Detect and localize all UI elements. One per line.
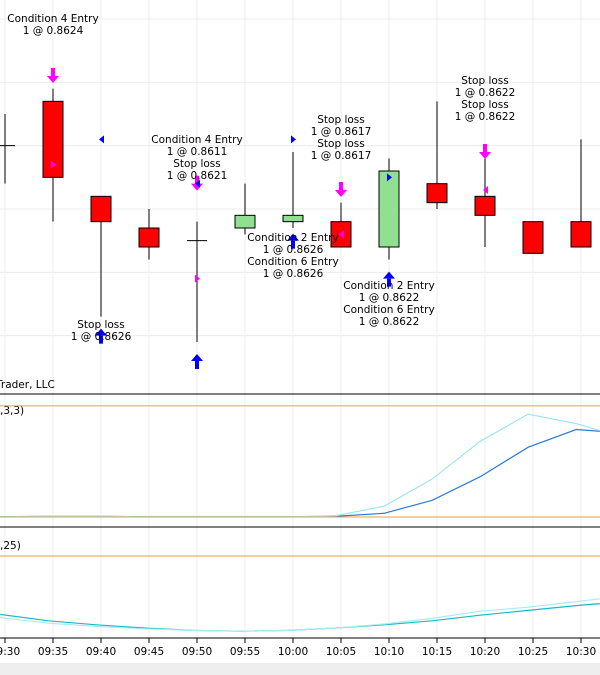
candle-body-down <box>42 100 64 178</box>
annotation-line: Stop loss <box>317 138 365 150</box>
annotation-line: Stop loss <box>173 158 221 170</box>
candle <box>474 152 496 247</box>
annotation-line: 1 @ 0.8626 <box>263 268 324 280</box>
indicator2-series-1 <box>0 598 600 632</box>
annotation-line: 1 @ 0.8622 <box>455 111 516 123</box>
candle <box>187 221 207 342</box>
indicator2-panel <box>0 555 600 632</box>
annotation-line: 1 @ 0.8617 <box>311 150 372 162</box>
x-tick-label: 10:00 <box>278 646 308 658</box>
candle <box>42 88 64 222</box>
candle <box>282 152 304 228</box>
arrow-down-icon <box>335 190 347 197</box>
candle-body-up <box>378 170 400 248</box>
arrow-up-shaft <box>195 361 199 369</box>
annotation-line: Condition 4 Entry <box>7 13 98 25</box>
arrow-down-shaft <box>483 144 487 152</box>
annotation-line: 1 @ 0.8622 <box>359 316 420 328</box>
annotation-line: Stop loss <box>461 75 509 87</box>
triangle-left-icon <box>483 186 488 194</box>
candle-body-down <box>570 221 592 248</box>
arrow-down-shaft <box>195 175 199 184</box>
arrow-up-icon <box>383 271 395 279</box>
annotation-line: 1 @ 0.8617 <box>311 126 372 138</box>
annotation-line: Condition 6 Entry <box>343 304 434 316</box>
arrow-up-shaft <box>99 335 103 344</box>
watermark-text: Trader, LLC <box>0 379 55 391</box>
annotation-line: 1 @ 0.8622 <box>359 292 420 304</box>
candle-body-down <box>426 183 448 204</box>
time-axis: 09:30 09:35 09:40 09:45 09:50 09:55 10:00 10:05… <box>0 638 596 658</box>
annotation-line: 1 @ 0.8621 <box>167 170 228 182</box>
candle <box>138 209 160 260</box>
triangle-right-icon <box>291 135 296 144</box>
annotation-line: 1 @ 0.8622 <box>455 87 516 99</box>
indicator1-series-1 <box>0 413 600 518</box>
candle <box>426 101 448 209</box>
triangle-left-icon <box>195 179 200 188</box>
x-tick-label: 10:20 <box>470 646 500 658</box>
x-tick-label: 09:55 <box>230 646 260 658</box>
scrollbar-track[interactable] <box>0 663 600 675</box>
indicator2-series-0 <box>0 603 600 632</box>
annotation-line: Stop loss <box>317 114 365 126</box>
arrow-up-icon <box>191 354 203 361</box>
candle-body-down <box>90 195 112 223</box>
arrow-up-shaft <box>387 278 391 287</box>
annotation-line: 1 @ 0.8624 <box>23 25 84 37</box>
triangle-left-icon <box>339 230 344 239</box>
annotation-line: 1 @ 0.8611 <box>167 146 228 158</box>
grid-lines <box>0 0 600 638</box>
x-tick-label: 10:25 <box>518 646 548 658</box>
indicator1-panel <box>0 405 600 518</box>
triangle-right-icon <box>51 160 56 169</box>
candle-body-down <box>522 221 544 254</box>
x-tick-label: 10:15 <box>422 646 452 658</box>
arrow-down-icon <box>47 76 59 83</box>
candle <box>570 139 592 248</box>
candle <box>0 114 15 184</box>
candle-body-down <box>474 195 496 216</box>
annotation-line: Stop loss <box>77 319 125 331</box>
triangle-left-icon <box>99 135 104 144</box>
x-tick-label: 10:30 <box>566 646 596 658</box>
candle <box>522 221 544 254</box>
annotation-line: Condition 2 Entry <box>343 280 434 292</box>
candle-body-down <box>138 227 160 248</box>
annotation-line: Condition 6 Entry <box>247 256 338 268</box>
candle <box>378 158 400 260</box>
x-tick-label: 10:10 <box>374 646 404 658</box>
triangle-right-icon <box>387 173 392 182</box>
candle <box>234 183 256 235</box>
markers-layer <box>47 68 491 369</box>
arrow-up-icon <box>287 233 299 241</box>
x-tick-label: 09:45 <box>134 646 164 658</box>
indicator1-label: ,3,3) <box>0 405 24 417</box>
annotation-line: Stop loss <box>461 99 509 111</box>
x-tick-label: 10:05 <box>326 646 356 658</box>
arrow-up-icon <box>95 328 107 336</box>
x-tick-label: 09:35 <box>38 646 68 658</box>
triangle-right-icon <box>195 274 200 283</box>
annotation-line: 1 @ 0.8626 <box>263 244 324 256</box>
candle-body-up <box>234 214 256 229</box>
arrow-down-shaft <box>51 68 55 76</box>
candle-body-up <box>282 214 304 223</box>
arrow-up-shaft <box>291 240 295 249</box>
indicator1-series-0 <box>0 428 600 518</box>
candles-layer <box>0 88 592 342</box>
x-tick-label: 09:30 <box>0 646 20 658</box>
annotation-line: 1 @ 0.8626 <box>71 331 132 343</box>
annotation-line: Condition 4 Entry <box>151 134 242 146</box>
x-tick-label: 09:40 <box>86 646 116 658</box>
arrow-down-icon <box>479 152 491 159</box>
indicator2-label: ,25) <box>0 540 21 552</box>
x-tick-label: 09:50 <box>182 646 212 658</box>
annotation-line: Condition 2 Entry <box>247 232 338 244</box>
arrow-down-shaft <box>339 182 343 190</box>
candle <box>90 195 112 317</box>
